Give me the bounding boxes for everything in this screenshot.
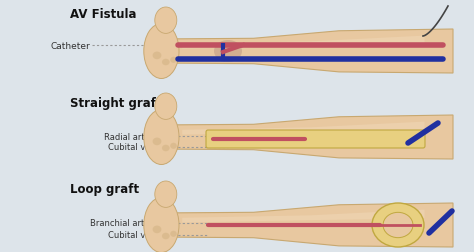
Ellipse shape xyxy=(155,94,177,120)
Ellipse shape xyxy=(162,233,170,239)
Ellipse shape xyxy=(155,181,177,208)
Polygon shape xyxy=(168,30,453,74)
Text: Cubital vein: Cubital vein xyxy=(108,143,158,152)
Ellipse shape xyxy=(170,143,177,149)
Ellipse shape xyxy=(144,110,179,165)
Ellipse shape xyxy=(155,8,177,34)
Polygon shape xyxy=(168,203,453,247)
Ellipse shape xyxy=(162,59,170,66)
Polygon shape xyxy=(182,37,425,49)
Text: AV Fistula: AV Fistula xyxy=(70,8,137,21)
Text: Radial artery: Radial artery xyxy=(104,132,158,141)
Text: Loop graft: Loop graft xyxy=(70,182,139,195)
Ellipse shape xyxy=(144,198,179,252)
Ellipse shape xyxy=(162,145,170,152)
Ellipse shape xyxy=(170,57,177,64)
Ellipse shape xyxy=(383,212,413,238)
Ellipse shape xyxy=(153,226,162,233)
Ellipse shape xyxy=(144,24,179,79)
Ellipse shape xyxy=(372,203,424,247)
Ellipse shape xyxy=(214,41,242,63)
Polygon shape xyxy=(182,122,425,135)
Polygon shape xyxy=(168,115,453,159)
FancyBboxPatch shape xyxy=(206,131,425,148)
Text: Catheter: Catheter xyxy=(50,41,90,50)
Polygon shape xyxy=(182,210,425,223)
Text: Cubital vein: Cubital vein xyxy=(108,231,158,240)
Ellipse shape xyxy=(153,52,162,60)
Ellipse shape xyxy=(153,138,162,146)
Text: Straight graft: Straight graft xyxy=(70,97,162,110)
Ellipse shape xyxy=(170,231,177,237)
Text: Branchial artery: Branchial artery xyxy=(90,219,158,228)
